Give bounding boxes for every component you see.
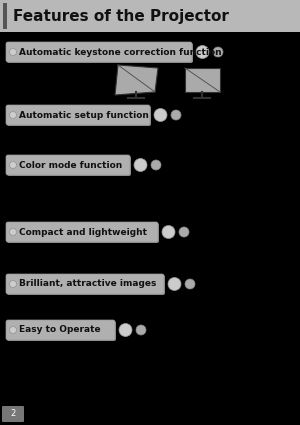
Text: Compact and lightweight: Compact and lightweight <box>19 227 147 236</box>
Ellipse shape <box>136 325 146 335</box>
FancyBboxPatch shape <box>6 105 150 125</box>
FancyBboxPatch shape <box>3 3 7 29</box>
Ellipse shape <box>179 227 189 237</box>
Ellipse shape <box>185 279 195 289</box>
FancyBboxPatch shape <box>6 222 158 242</box>
FancyBboxPatch shape <box>6 320 115 340</box>
FancyBboxPatch shape <box>7 106 151 126</box>
Ellipse shape <box>10 48 16 56</box>
FancyBboxPatch shape <box>2 406 24 422</box>
Text: Automatic setup function: Automatic setup function <box>19 110 149 119</box>
Text: Features of the Projector: Features of the Projector <box>13 8 229 23</box>
FancyBboxPatch shape <box>7 156 131 176</box>
FancyBboxPatch shape <box>6 42 192 62</box>
Ellipse shape <box>10 280 16 287</box>
Ellipse shape <box>119 323 132 337</box>
Ellipse shape <box>151 160 161 170</box>
Ellipse shape <box>196 45 209 59</box>
FancyBboxPatch shape <box>7 275 165 295</box>
FancyBboxPatch shape <box>0 0 300 32</box>
Polygon shape <box>115 65 158 95</box>
Ellipse shape <box>10 111 16 119</box>
Ellipse shape <box>10 162 16 168</box>
Text: 2: 2 <box>11 410 16 419</box>
Ellipse shape <box>10 326 16 334</box>
Text: Easy to Operate: Easy to Operate <box>19 326 100 334</box>
Polygon shape <box>185 68 220 92</box>
Ellipse shape <box>213 47 223 57</box>
FancyBboxPatch shape <box>6 155 130 175</box>
FancyBboxPatch shape <box>6 274 164 294</box>
FancyBboxPatch shape <box>7 43 193 63</box>
Text: Brilliant, attractive images: Brilliant, attractive images <box>19 280 156 289</box>
FancyBboxPatch shape <box>7 223 159 243</box>
Ellipse shape <box>154 108 167 122</box>
Ellipse shape <box>168 278 181 291</box>
Ellipse shape <box>171 110 181 120</box>
Text: Automatic keystone correction function: Automatic keystone correction function <box>19 48 222 57</box>
Text: Color mode function: Color mode function <box>19 161 122 170</box>
Ellipse shape <box>10 229 16 235</box>
Ellipse shape <box>134 159 147 172</box>
FancyBboxPatch shape <box>7 321 116 341</box>
Ellipse shape <box>162 226 175 238</box>
